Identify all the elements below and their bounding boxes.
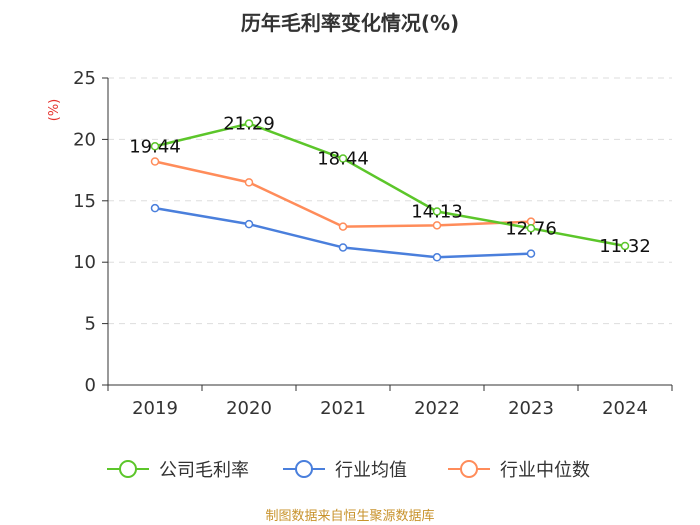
data-point: [432, 207, 442, 216]
y-axis-unit: (%): [47, 99, 62, 122]
x-tick-label: 2021: [320, 398, 366, 419]
data-point: [432, 221, 442, 230]
legend: 公司毛利率 行业均值 行业中位数: [107, 460, 590, 481]
data-label: 18.44: [317, 149, 369, 170]
data-label-layer: 19.44 21.29 18.44 14.13 12.76 11.32: [129, 114, 651, 257]
data-point: [620, 241, 630, 251]
legend-marker: [119, 460, 137, 478]
series-layer: [150, 119, 630, 262]
legend-marker: [460, 460, 478, 478]
data-point: [150, 142, 160, 151]
y-tick-label: 0: [85, 375, 96, 396]
legend-item[interactable]: 公司毛利率: [107, 460, 249, 481]
axis-layer: 0 5 10 15 20 25 2019 2020 2021 2022 2023 2024: [73, 68, 673, 419]
data-point: [150, 157, 160, 166]
y-tick-label: 5: [85, 314, 96, 335]
data-point: [526, 224, 536, 233]
legend-item[interactable]: 行业均值: [283, 460, 407, 481]
data-label: 11.32: [599, 236, 651, 257]
series-line: [154, 122, 626, 248]
legend-label: 行业均值: [335, 460, 407, 481]
data-label: 21.29: [223, 114, 275, 135]
data-point: [526, 249, 536, 258]
legend-label: 行业中位数: [500, 460, 590, 481]
data-label: 19.44: [129, 136, 181, 157]
data-point: [338, 154, 348, 163]
grid-layer: [108, 77, 672, 325]
data-point: [432, 253, 442, 262]
y-tick-label: 10: [73, 252, 96, 273]
x-tick-label: 2020: [226, 398, 272, 419]
legend-marker: [295, 460, 313, 478]
data-point: [244, 219, 254, 229]
data-point: [244, 178, 254, 187]
data-label: 12.76: [505, 218, 557, 239]
legend-item[interactable]: 行业中位数: [448, 460, 590, 481]
data-point: [244, 119, 254, 128]
legend-label: 公司毛利率: [159, 460, 249, 481]
data-point: [150, 203, 160, 213]
x-tick-label: 2022: [414, 398, 460, 419]
x-tick-label: 2023: [508, 398, 554, 419]
x-tick-label: 2024: [602, 398, 648, 419]
source-note: 制图数据来自恒生聚源数据库: [265, 508, 434, 524]
y-tick-label: 20: [73, 129, 96, 150]
data-point: [338, 222, 348, 231]
data-label: 14.13: [411, 201, 463, 222]
data-point: [338, 243, 348, 252]
y-tick-label: 15: [73, 191, 96, 212]
x-tick-label: 2019: [132, 398, 178, 419]
y-tick-label: 25: [73, 68, 96, 89]
chart-title: 历年毛利率变化情况(%): [241, 11, 459, 35]
